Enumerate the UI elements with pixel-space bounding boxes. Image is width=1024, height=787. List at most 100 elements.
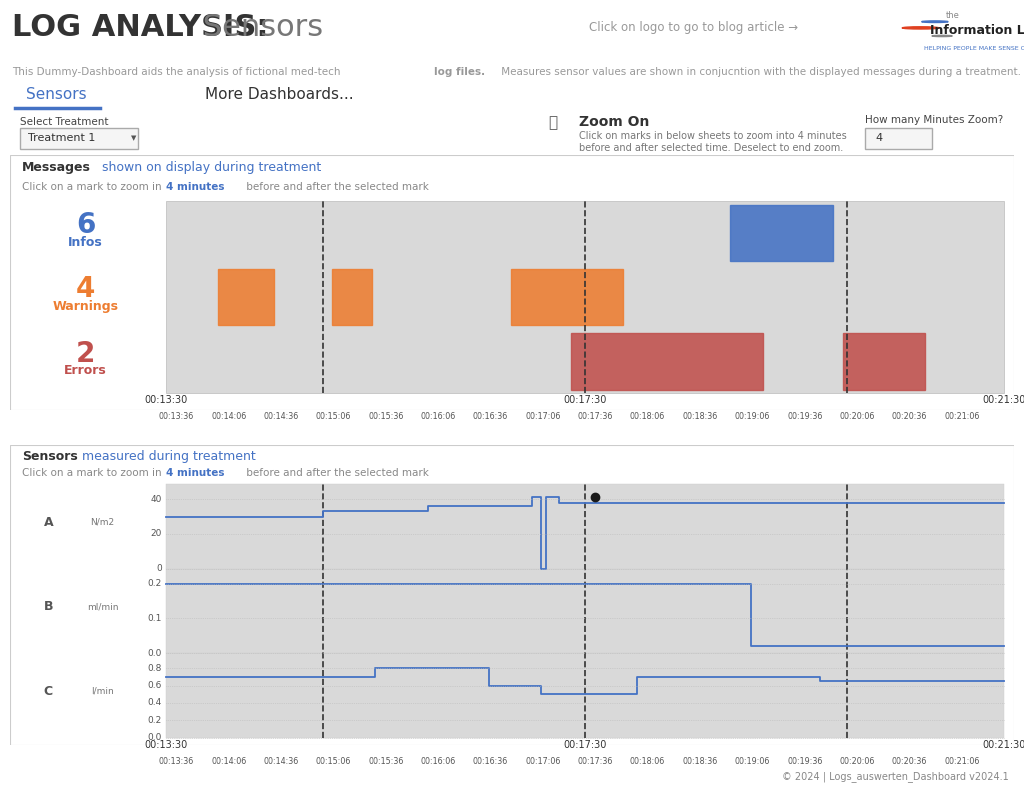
FancyBboxPatch shape (166, 568, 1004, 653)
FancyBboxPatch shape (166, 201, 1004, 394)
FancyBboxPatch shape (166, 484, 1004, 568)
Text: 4: 4 (76, 275, 95, 304)
Text: 00:16:36: 00:16:36 (473, 757, 508, 766)
Text: Treatment 1: Treatment 1 (28, 134, 95, 143)
Text: ▼: ▼ (131, 135, 136, 142)
Text: 0.6: 0.6 (147, 681, 162, 690)
Text: 00:20:06: 00:20:06 (840, 412, 874, 421)
FancyBboxPatch shape (865, 128, 932, 149)
Text: Zoom On: Zoom On (579, 115, 649, 129)
Text: B: B (44, 600, 53, 613)
Text: 00:18:06: 00:18:06 (630, 412, 666, 421)
Text: Measures sensor values are shown in conjucntion with the displayed messages duri: Measures sensor values are shown in conj… (498, 67, 1021, 77)
Text: 00:16:06: 00:16:06 (421, 757, 456, 766)
Circle shape (922, 21, 948, 23)
Text: 00:15:06: 00:15:06 (315, 412, 351, 421)
FancyBboxPatch shape (843, 333, 925, 390)
Text: 00:20:36: 00:20:36 (892, 412, 927, 421)
Text: 00:17:36: 00:17:36 (578, 412, 613, 421)
Text: 00:21:30: 00:21:30 (982, 740, 1024, 750)
Text: 00:16:06: 00:16:06 (421, 412, 456, 421)
Text: 00:15:36: 00:15:36 (368, 412, 403, 421)
Text: 00:20:06: 00:20:06 (840, 757, 874, 766)
Text: 00:18:06: 00:18:06 (630, 757, 666, 766)
Text: 6: 6 (76, 211, 95, 239)
Text: 00:13:30: 00:13:30 (144, 395, 187, 405)
Text: ml/min: ml/min (87, 602, 119, 611)
FancyBboxPatch shape (570, 333, 763, 390)
FancyBboxPatch shape (332, 269, 372, 326)
Text: 00:13:36: 00:13:36 (159, 757, 194, 766)
Text: 0.0: 0.0 (147, 648, 162, 657)
Text: 0.2: 0.2 (147, 579, 162, 588)
Text: How many Minutes Zoom?: How many Minutes Zoom? (865, 115, 1004, 125)
Text: 40: 40 (151, 495, 162, 504)
Text: 00:20:36: 00:20:36 (892, 757, 927, 766)
Text: Errors: Errors (65, 364, 106, 378)
Text: 0.2: 0.2 (147, 715, 162, 725)
FancyBboxPatch shape (511, 269, 624, 326)
Text: 00:15:36: 00:15:36 (368, 757, 403, 766)
FancyBboxPatch shape (20, 128, 138, 149)
Text: 0.4: 0.4 (147, 698, 162, 708)
Text: 00:19:06: 00:19:06 (734, 412, 770, 421)
Text: 00:21:06: 00:21:06 (944, 412, 980, 421)
Text: 00:17:30: 00:17:30 (563, 395, 606, 405)
Text: before and after the selected mark: before and after the selected mark (243, 467, 429, 478)
Text: 4 minutes: 4 minutes (166, 467, 224, 478)
Text: Information Lab: Information Lab (930, 24, 1024, 38)
Text: 00:14:36: 00:14:36 (263, 412, 299, 421)
Text: Messages: Messages (23, 161, 91, 175)
Text: 00:14:06: 00:14:06 (211, 412, 246, 421)
Text: measured during treatment: measured during treatment (79, 449, 256, 463)
Text: Click on a mark to zoom in: Click on a mark to zoom in (23, 467, 165, 478)
Circle shape (902, 27, 939, 29)
Text: 00:14:06: 00:14:06 (211, 757, 246, 766)
Text: 00:17:06: 00:17:06 (525, 412, 560, 421)
Text: Click on a mark to zoom in: Click on a mark to zoom in (23, 182, 165, 192)
Text: Sensors: Sensors (26, 87, 87, 102)
Text: More Dashboards...: More Dashboards... (205, 87, 353, 102)
Text: 00:17:06: 00:17:06 (525, 757, 560, 766)
Text: shown on display during treatment: shown on display during treatment (97, 161, 321, 175)
Text: A: A (44, 515, 53, 529)
Text: HELPING PEOPLE MAKE SENSE OF DATA: HELPING PEOPLE MAKE SENSE OF DATA (924, 46, 1024, 51)
Text: 0.8: 0.8 (147, 663, 162, 673)
FancyBboxPatch shape (730, 205, 833, 261)
Text: 00:17:36: 00:17:36 (578, 757, 613, 766)
Text: 20: 20 (151, 530, 162, 538)
Text: 0.1: 0.1 (147, 614, 162, 623)
Text: Warnings: Warnings (52, 301, 119, 313)
Text: 00:13:30: 00:13:30 (144, 740, 187, 750)
FancyBboxPatch shape (166, 653, 1004, 737)
Text: 00:14:36: 00:14:36 (263, 757, 299, 766)
Text: 00:15:06: 00:15:06 (315, 757, 351, 766)
Text: 🔍: 🔍 (548, 115, 557, 130)
Text: Infos: Infos (69, 236, 102, 249)
Text: 4: 4 (876, 134, 883, 143)
Text: 00:17:30: 00:17:30 (563, 740, 606, 750)
Text: 0: 0 (156, 564, 162, 573)
Text: LOG ANALYSIS:: LOG ANALYSIS: (12, 13, 268, 42)
Text: 00:18:36: 00:18:36 (682, 412, 718, 421)
Text: 00:21:30: 00:21:30 (982, 395, 1024, 405)
Text: N/m2: N/m2 (90, 518, 115, 527)
FancyBboxPatch shape (218, 269, 274, 326)
Text: C: C (44, 685, 53, 697)
Text: Select Treatment: Select Treatment (20, 116, 109, 127)
Text: Click on logo to go to blog article →: Click on logo to go to blog article → (589, 21, 798, 35)
Text: 00:19:36: 00:19:36 (787, 757, 822, 766)
Text: 0.0: 0.0 (147, 733, 162, 742)
Text: 00:13:36: 00:13:36 (159, 412, 194, 421)
Text: log files.: log files. (434, 67, 485, 77)
Text: before and after the selected mark: before and after the selected mark (243, 182, 429, 192)
Text: 00:18:36: 00:18:36 (682, 757, 718, 766)
Circle shape (932, 35, 952, 36)
Text: l/min: l/min (91, 686, 114, 696)
Text: Click on marks in below sheets to zoom into 4 minutes
before and after selected : Click on marks in below sheets to zoom i… (579, 131, 846, 153)
Text: 4 minutes: 4 minutes (166, 182, 224, 192)
Text: 00:16:36: 00:16:36 (473, 412, 508, 421)
Text: 00:19:06: 00:19:06 (734, 757, 770, 766)
Text: Sensors: Sensors (23, 449, 78, 463)
Text: 00:19:36: 00:19:36 (787, 412, 822, 421)
